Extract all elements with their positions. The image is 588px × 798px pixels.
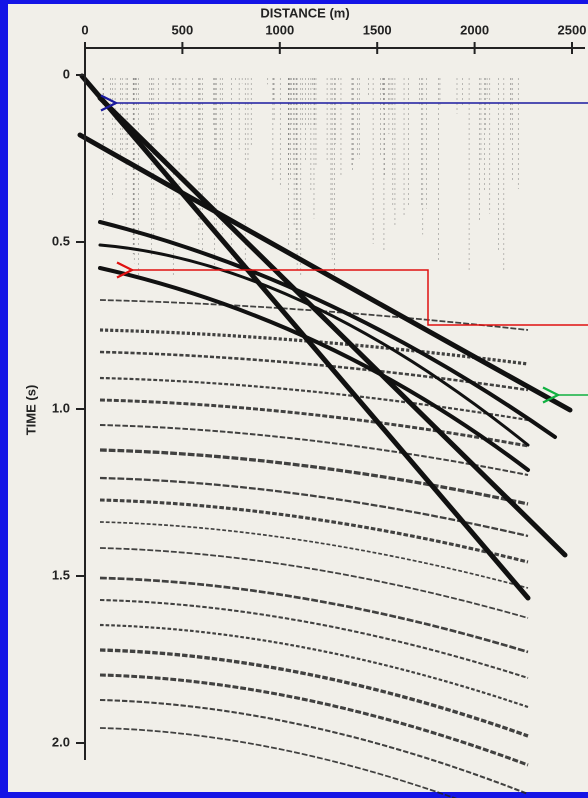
page: DISTANCE (m) TIME (s) 0 500 1000 1500 2000 25… [0,0,588,798]
y-tick-label: 1.0 [52,400,70,415]
x-tick-label: 2500 [558,22,587,37]
y-tick-label: 2.0 [52,734,70,749]
y-axis-title: TIME (s) [23,385,38,436]
x-tick-label: 1500 [363,22,392,37]
x-tick-label: 500 [172,22,194,37]
chart: DISTANCE (m) TIME (s) 0 500 1000 1500 2000 25… [0,0,588,798]
x-tick-label: 1000 [265,22,294,37]
y-tick-label: 0 [63,66,70,81]
y-tick-label: 0.5 [52,233,70,248]
x-tick-label: 2000 [460,22,489,37]
x-axis-title: DISTANCE (m) [260,5,349,20]
y-tick-label: 1.5 [52,567,70,582]
x-tick-label: 0 [81,22,88,37]
